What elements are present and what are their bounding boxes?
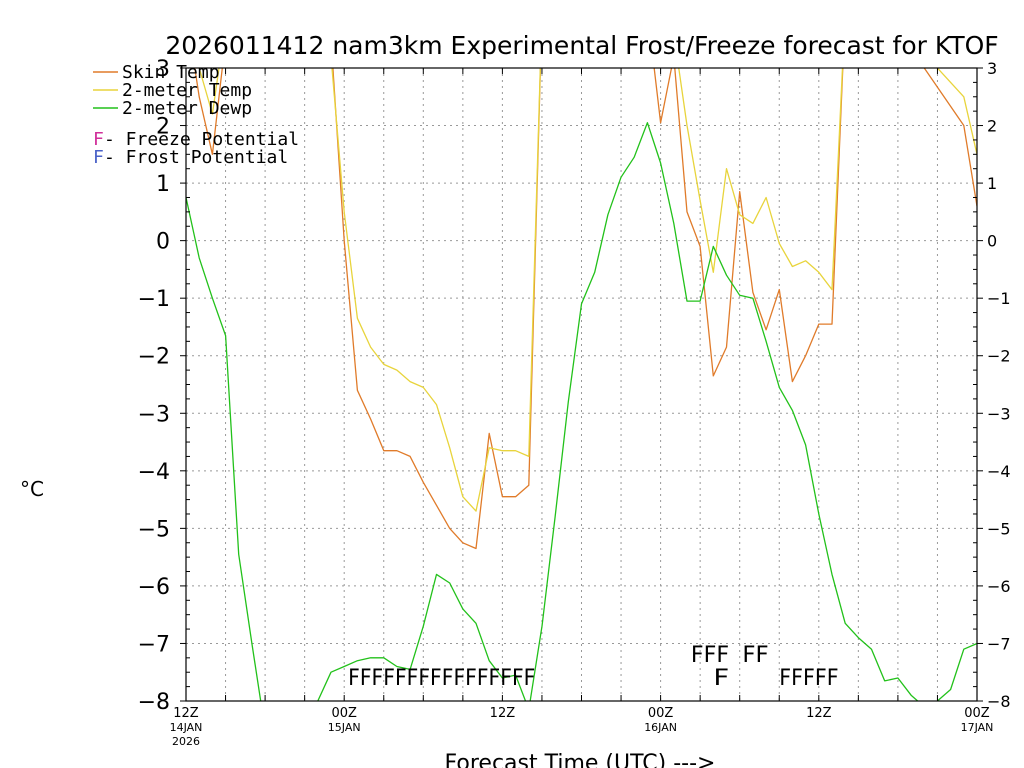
y-tick-label-right: −1	[987, 289, 1011, 308]
y-axis-right: 3 2 1 0 −1 −2 −3 −4 −5 −6 −7 −8	[973, 59, 1011, 711]
y-tick-label-right: −6	[987, 577, 1011, 596]
y-tick-label-right: 2	[987, 117, 997, 136]
series-line-2-meter-dewp	[186, 122, 977, 701]
y-tick-label-left: −6	[138, 575, 170, 600]
legend-label: 2-meter Dewp	[122, 98, 252, 119]
x-tick-label: 12Z	[173, 706, 199, 721]
chart-title: 2026011412 nam3km Experimental Frost/Fre…	[165, 31, 998, 60]
series-lines	[186, 68, 977, 701]
y-tick-label-left: −3	[138, 402, 170, 427]
y-tick-label-right: 3	[987, 59, 997, 78]
x-tick-label: 12Z	[490, 706, 516, 721]
y-tick-label-right: −2	[987, 347, 1011, 366]
potential-marker: F	[713, 666, 729, 691]
y-tick-label-right: 0	[987, 232, 997, 251]
potential-marker: FFFFF	[779, 666, 838, 691]
x-tick-date: 17JAN	[961, 721, 994, 734]
y-tick-label-left: 0	[156, 230, 170, 255]
y-tick-label-left: 2	[156, 115, 170, 140]
x-tick-label: 12Z	[806, 706, 832, 721]
x-tick-date: 15JAN	[328, 721, 361, 734]
series-line-skin-temp	[194, 68, 977, 550]
plot-frame	[185, 67, 978, 702]
x-axis-label: Forecast Time (UTC) --->	[445, 751, 716, 768]
potential-marker: FFF	[691, 643, 729, 668]
y-tick-label-right: −8	[987, 692, 1011, 711]
y-tick-label-left: 1	[156, 172, 170, 197]
x-tick-label: 00Z	[331, 706, 357, 721]
series-line-2-meter-temp	[198, 68, 977, 512]
grid-lines	[186, 68, 977, 701]
x-tick-year: 2026	[172, 735, 200, 748]
y-axis-label: °C	[20, 477, 44, 501]
y-tick-label-left: −5	[138, 517, 170, 542]
y-tick-label-left: −7	[138, 632, 170, 657]
y-tick-label-left: −1	[138, 287, 170, 312]
y-tick-label-left: −8	[138, 690, 170, 715]
legend-marker-label: - Frost Potential	[104, 147, 288, 168]
legend-marker-symbol: F	[93, 147, 104, 168]
potential-marker: FFFFFFFFFFFFFFFF	[348, 666, 535, 691]
x-tick-label: 00Z	[964, 706, 990, 721]
y-tick-label-left: 3	[156, 57, 170, 82]
x-tick-date: 16JAN	[644, 721, 677, 734]
legend-label: 2-meter Temp	[122, 80, 252, 101]
y-tick-label-right: −5	[987, 519, 1011, 538]
potential-marker: FF	[742, 643, 768, 668]
y-tick-label-left: −4	[138, 460, 170, 485]
x-tick-date: 14JAN	[170, 721, 203, 734]
y-tick-label-right: −4	[987, 462, 1011, 481]
y-tick-label-right: −7	[987, 634, 1011, 653]
legend-label: Skin Temp	[122, 62, 220, 83]
legend-marker-symbol: F	[93, 129, 104, 150]
y-tick-label-right: −3	[987, 404, 1011, 423]
legend-marker-label: - Freeze Potential	[104, 129, 299, 150]
y-tick-label-right: 1	[987, 174, 997, 193]
y-axis-left: 3 2 1 0 −1 −2 −3 −4 −5 −6 −7 −8	[138, 57, 190, 715]
y-tick-label-left: −2	[138, 345, 170, 370]
x-tick-label: 00Z	[648, 706, 674, 721]
